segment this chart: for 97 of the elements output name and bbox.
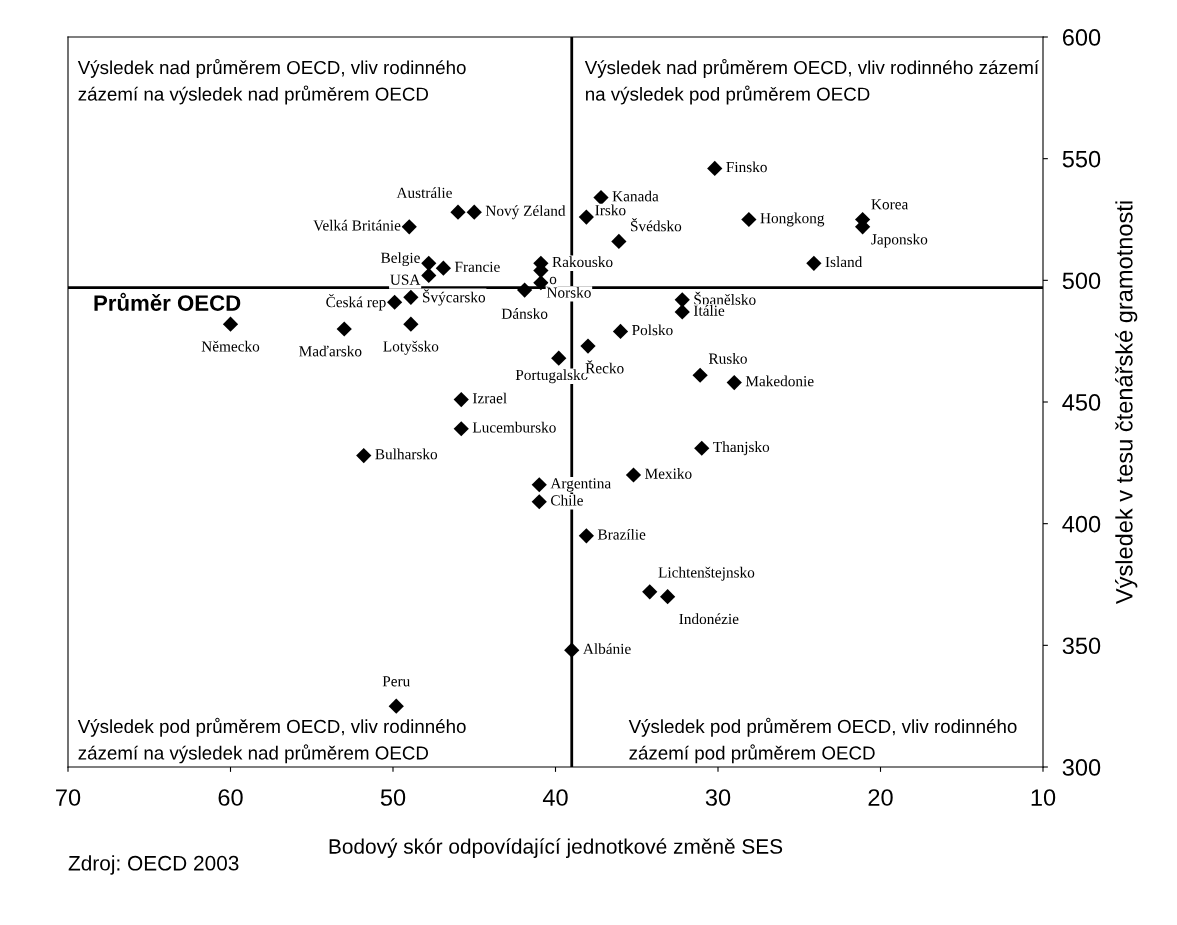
point xyxy=(435,260,451,276)
point xyxy=(401,219,417,235)
point xyxy=(450,204,466,220)
point xyxy=(806,255,822,271)
annotation: Irsko xyxy=(595,204,626,216)
annotation: Lucembursko xyxy=(472,421,556,433)
point xyxy=(611,233,627,250)
point xyxy=(642,584,658,600)
point xyxy=(403,289,419,305)
y-tick-label: 600 xyxy=(1062,29,1101,46)
annotation: Korea xyxy=(871,199,909,210)
annotation: Argentina xyxy=(550,478,611,492)
point xyxy=(726,374,742,391)
point xyxy=(564,642,580,658)
point xyxy=(694,440,710,456)
annotation: Japonsko xyxy=(871,233,928,248)
x-tick-label: 20 xyxy=(868,789,893,806)
y-tick-label: 550 xyxy=(1062,150,1101,168)
y-tick-label: 350 xyxy=(1062,637,1101,655)
annotation: Česká rep xyxy=(326,294,386,311)
annotation: Rakousko xyxy=(552,256,613,268)
annotation: Výsledek pod průměrem OECD, vliv rodinného zázemí na výsledek nad průměrem OECD xyxy=(77,717,466,764)
x-tick-label: 40 xyxy=(542,789,568,806)
point xyxy=(625,467,642,483)
point xyxy=(531,494,547,510)
y-tick-label: 400 xyxy=(1062,515,1101,533)
point xyxy=(741,211,757,228)
text: Zdroj: OECD 2003 xyxy=(68,855,239,875)
point xyxy=(707,160,723,177)
annotation: Peru xyxy=(382,676,410,687)
ref-line-label: Průměr OECD xyxy=(94,292,241,311)
point xyxy=(578,209,594,225)
annotation: Lotyšsko xyxy=(383,340,439,355)
annotation: Finsko xyxy=(726,161,767,173)
x-tick-label: 10 xyxy=(1031,789,1056,806)
point xyxy=(387,294,403,310)
point xyxy=(551,350,567,366)
annotation: Německo xyxy=(201,340,260,352)
point xyxy=(336,321,352,337)
annotation: Velká Británie xyxy=(313,219,401,231)
annotation: Island xyxy=(825,256,863,268)
annotation: Indonézie xyxy=(679,613,739,625)
annotation: Kanada xyxy=(612,190,659,202)
annotation: Norsko xyxy=(546,286,591,298)
point xyxy=(533,275,549,291)
point xyxy=(421,267,437,284)
point xyxy=(660,589,676,605)
annotation: Izrael xyxy=(472,392,507,404)
x-tick-label: 30 xyxy=(705,789,731,806)
annotation: Austrálie xyxy=(396,187,452,198)
x-tick-label: 60 xyxy=(218,789,243,806)
point xyxy=(453,391,469,408)
y-tick-label: 450 xyxy=(1062,394,1101,411)
annotation: Výsledek nad průměrem OECD, vliv rodinného zázemí na výsledek nad průměrem OECD xyxy=(77,58,466,105)
point xyxy=(421,255,437,271)
annotation: Nový Zéland xyxy=(485,205,566,220)
annotation: Lichtenštejnsko xyxy=(658,566,755,581)
point xyxy=(388,698,404,714)
point xyxy=(674,304,690,320)
annotation: USA xyxy=(390,274,421,285)
annotation: o xyxy=(549,276,557,285)
x-tick-label: 50 xyxy=(380,789,406,806)
point xyxy=(531,477,547,493)
annotation: Hongkong xyxy=(760,212,825,227)
x-axis-title: Bodový skór odpovídající jednotkové změně SES xyxy=(329,838,783,858)
annotation: Maďarsko xyxy=(299,345,362,357)
annotation: Rusko xyxy=(708,353,747,364)
annotation: Chile xyxy=(550,494,583,506)
point xyxy=(517,282,533,298)
annotation: Výsledek nad průměrem OECD, vliv rodinného zázemí na výsledek pod průměrem OECD xyxy=(584,58,1040,105)
point xyxy=(674,292,690,308)
point xyxy=(403,316,419,332)
point xyxy=(612,323,629,340)
annotation: Výsledek pod průměrem OECD, vliv rodinného zázemí pod průměrem OECD xyxy=(628,717,1017,764)
x-tick-label: 70 xyxy=(56,789,81,806)
point xyxy=(356,447,372,464)
y-axis-title: Výsledek v tesu čtenářské gramotnosti xyxy=(1115,201,1138,604)
annotation: Mexiko xyxy=(645,468,692,479)
annotation: Brazílie xyxy=(597,528,646,540)
point xyxy=(453,421,469,437)
annotation: Bulharsko xyxy=(375,448,438,460)
annotation: Belgie xyxy=(380,252,420,267)
point xyxy=(466,204,482,220)
point xyxy=(580,338,596,354)
annotation: Francie xyxy=(454,261,500,272)
y-tick-label: 300 xyxy=(1062,759,1101,776)
point xyxy=(222,316,239,332)
annotation: Albánie xyxy=(583,643,631,655)
annotation: Makedonie xyxy=(745,375,814,387)
annotation: Thanjsko xyxy=(713,441,770,456)
y-tick-label: 500 xyxy=(1062,272,1101,290)
point xyxy=(692,367,708,383)
point xyxy=(578,528,594,544)
annotation: Švédsko xyxy=(631,218,682,232)
annotation: Dánsko xyxy=(501,308,548,319)
annotation: Švýcarsko xyxy=(423,289,486,306)
annotation: Polsko xyxy=(632,324,673,336)
